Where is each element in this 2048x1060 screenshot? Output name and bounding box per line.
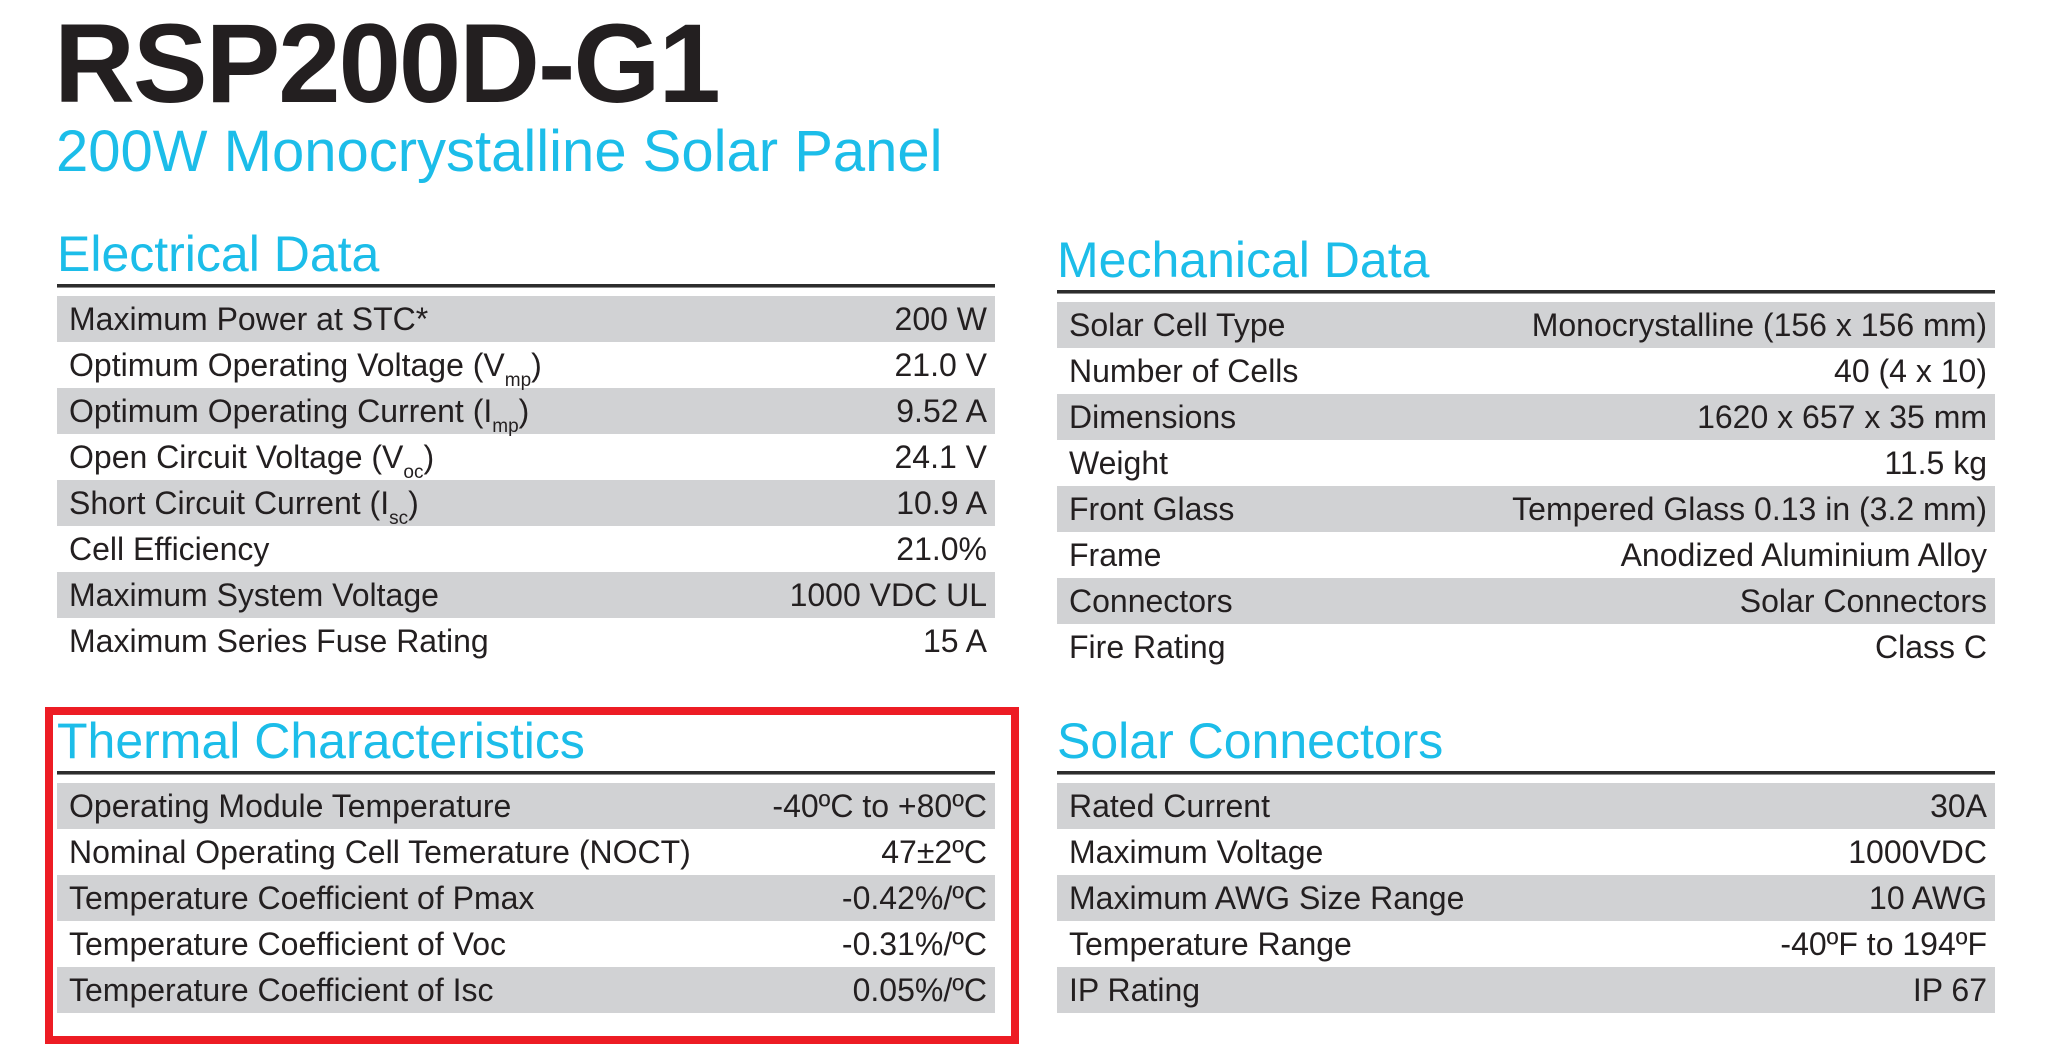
spec-value: 1620 x 657 x 35 mm	[1697, 398, 1987, 435]
spec-row: Operating Module Temperature -40ºC to +8…	[57, 783, 995, 829]
spec-label: Connectors	[1069, 582, 1233, 619]
product-subtitle: 200W Monocrystalline Solar Panel	[56, 119, 943, 184]
spec-value: -40ºC to +80ºC	[772, 787, 987, 824]
spec-value: -40ºF to 194ºF	[1780, 925, 1987, 962]
spec-label: Rated Current	[1069, 787, 1270, 824]
spec-value: 15 A	[922, 622, 987, 659]
thermal-characteristics-section: Thermal Characteristics Operating Module…	[57, 713, 995, 1013]
spec-row: Maximum System Voltage 1000 VDC UL	[57, 572, 995, 618]
spec-value: 21.0%	[896, 530, 987, 567]
spec-label: Front Glass	[1069, 490, 1235, 527]
spec-label: Maximum Power at STC*	[69, 300, 429, 337]
spec-value: Tempered Glass 0.13 in (3.2 mm)	[1512, 490, 1987, 527]
spec-value: 30A	[1930, 787, 1987, 824]
section-divider	[57, 771, 995, 775]
spec-label: Dimensions	[1069, 398, 1237, 435]
spec-row: Maximum Voltage 1000VDC	[1057, 829, 1995, 875]
section-divider	[1057, 771, 1995, 775]
spec-row: Nominal Operating Cell Temerature (NOCT)…	[57, 829, 995, 875]
spec-label: Operating Module Temperature	[69, 787, 512, 824]
spec-row: IP Rating IP 67	[1057, 967, 1995, 1013]
subscript: mp	[492, 415, 519, 437]
spec-label: Nominal Operating Cell Temerature (NOCT)	[69, 833, 691, 870]
spec-label: Temperature Coefficient of Voc	[69, 925, 506, 962]
spec-value: IP 67	[1912, 971, 1987, 1008]
spec-value: 200 W	[894, 300, 987, 337]
spec-label: Frame	[1069, 536, 1162, 573]
subscript: sc	[389, 507, 409, 529]
spec-row: Number of Cells 40 (4 x 10)	[1057, 348, 1995, 394]
spec-row: Maximum Series Fuse Rating 15 A	[57, 618, 995, 664]
spec-label: IP Rating	[1069, 971, 1201, 1008]
spec-row: Optimum Operating Current (Imp) 9.52 A	[57, 388, 995, 437]
spec-row: Dimensions 1620 x 657 x 35 mm	[1057, 394, 1995, 440]
subscript: oc	[403, 461, 424, 483]
spec-label: Maximum AWG Size Range	[1069, 879, 1465, 916]
section-divider	[57, 284, 995, 288]
spec-value: Solar Connectors	[1739, 582, 1987, 619]
spec-row: Temperature Range -40ºF to 194ºF	[1057, 921, 1995, 967]
spec-row: Cell Efficiency 21.0%	[57, 526, 995, 572]
spec-value: 10.9 A	[896, 484, 987, 521]
spec-row: Rated Current 30A	[1057, 783, 1995, 829]
spec-label: Temperature Coefficient of Pmax	[69, 879, 535, 916]
spec-value: 11.5 kg	[1884, 444, 1987, 481]
spec-label: Maximum Voltage	[1069, 833, 1324, 870]
spec-label: Cell Efficiency	[69, 530, 270, 567]
spec-row: Open Circuit Voltage (Voc) 24.1 V	[57, 434, 995, 483]
section-divider	[1057, 290, 1995, 294]
spec-label: Maximum Series Fuse Rating	[69, 622, 489, 659]
spec-row: Temperature Coefficient of Voc -0.31%/ºC	[57, 921, 995, 967]
spec-value: Class C	[1874, 628, 1987, 665]
spec-label: Temperature Range	[1069, 925, 1352, 962]
spec-row: Solar Cell Type Monocrystalline (156 x 1…	[1057, 302, 1995, 348]
spec-row: Connectors Solar Connectors	[1057, 578, 1995, 624]
spec-value: 10 AWG	[1869, 879, 1987, 916]
spec-value: Anodized Aluminium Alloy	[1620, 536, 1987, 573]
product-title: RSP200D-G1	[54, 1, 721, 126]
spec-label: Number of Cells	[1069, 352, 1299, 389]
section-title: Solar Connectors	[1057, 713, 1444, 769]
spec-label: Maximum System Voltage	[69, 576, 439, 613]
electrical-data-section: Electrical Data Maximum Power at STC* 20…	[57, 226, 995, 664]
spec-value: 9.52 A	[896, 392, 987, 429]
spec-row: Maximum Power at STC* 200 W	[57, 296, 995, 342]
spec-row: Front Glass Tempered Glass 0.13 in (3.2 …	[1057, 486, 1995, 532]
spec-row: Optimum Operating Voltage (Vmp) 21.0 V	[57, 342, 995, 391]
section-title: Electrical Data	[57, 226, 380, 282]
spec-label: Weight	[1069, 444, 1169, 481]
spec-value: 0.05%/ºC	[852, 971, 987, 1008]
section-title: Mechanical Data	[1057, 232, 1430, 288]
subscript: mp	[504, 369, 532, 391]
spec-row: Short Circuit Current (Isc) 10.9 A	[57, 480, 995, 529]
solar-connectors-section: Solar Connectors Rated Current 30A Maxim…	[1057, 713, 1995, 1013]
spec-label: Fire Rating	[1069, 628, 1226, 665]
spec-label: Optimum Operating Voltage (Vmp)	[69, 346, 542, 391]
spec-value: Monocrystalline (156 x 156 mm)	[1531, 306, 1987, 343]
mechanical-data-section: Mechanical Data Solar Cell Type Monocrys…	[1057, 232, 1995, 670]
spec-label: Temperature Coefficient of Isc	[69, 971, 494, 1008]
spec-label: Short Circuit Current (Isc)	[69, 484, 419, 529]
spec-label: Open Circuit Voltage (Voc)	[69, 438, 435, 483]
spec-row: Frame Anodized Aluminium Alloy	[1057, 532, 1995, 578]
spec-value: 47±2ºC	[881, 833, 987, 870]
spec-row: Maximum AWG Size Range 10 AWG	[1057, 875, 1995, 921]
spec-row: Temperature Coefficient of Pmax -0.42%/º…	[57, 875, 995, 921]
spec-value: -0.42%/ºC	[841, 879, 987, 916]
spec-row: Temperature Coefficient of Isc 0.05%/ºC	[57, 967, 995, 1013]
spec-value: 1000VDC	[1848, 833, 1987, 870]
spec-row: Weight 11.5 kg	[1057, 440, 1995, 486]
spec-label: Optimum Operating Current (Imp)	[69, 392, 530, 437]
spec-value: 40 (4 x 10)	[1834, 352, 1987, 389]
spec-label: Solar Cell Type	[1069, 306, 1286, 343]
spec-value: 21.0 V	[894, 346, 987, 383]
spec-value: 1000 VDC UL	[789, 576, 987, 613]
spec-value: 24.1 V	[894, 438, 987, 475]
spec-row: Fire Rating Class C	[1057, 624, 1995, 670]
spec-value: -0.31%/ºC	[841, 925, 987, 962]
section-title: Thermal Characteristics	[57, 713, 585, 769]
